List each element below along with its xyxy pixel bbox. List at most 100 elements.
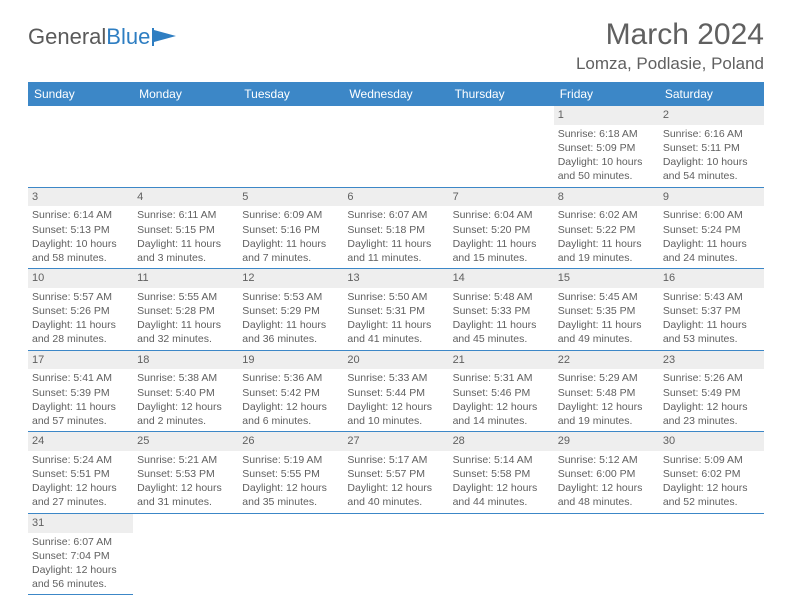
sunset-line: Sunset: 5:16 PM: [242, 223, 339, 237]
calendar-cell: 2Sunrise: 6:16 AMSunset: 5:11 PMDaylight…: [659, 106, 764, 187]
logo-word1: General: [28, 24, 106, 49]
calendar-cell: 9Sunrise: 6:00 AMSunset: 5:24 PMDaylight…: [659, 187, 764, 269]
calendar-cell-blank: [449, 513, 554, 595]
logo-word2: Blue: [106, 24, 150, 49]
calendar-cell-blank: [238, 513, 343, 595]
day-number: 5: [238, 188, 343, 207]
calendar-cell: 24Sunrise: 5:24 AMSunset: 5:51 PMDayligh…: [28, 432, 133, 514]
weekday-header: Monday: [133, 82, 238, 106]
sunset-line: Sunset: 5:42 PM: [242, 386, 339, 400]
sunset-line: Sunset: 5:40 PM: [137, 386, 234, 400]
sunrise-line: Sunrise: 6:02 AM: [558, 208, 655, 222]
daylight-line: Daylight: 11 hours and 57 minutes.: [32, 400, 129, 428]
calendar-cell: 13Sunrise: 5:50 AMSunset: 5:31 PMDayligh…: [343, 269, 448, 351]
calendar-cell: 29Sunrise: 5:12 AMSunset: 6:00 PMDayligh…: [554, 432, 659, 514]
day-number: 10: [28, 269, 133, 288]
sunrise-line: Sunrise: 5:43 AM: [663, 290, 760, 304]
sunrise-line: Sunrise: 5:38 AM: [137, 371, 234, 385]
calendar-cell: 18Sunrise: 5:38 AMSunset: 5:40 PMDayligh…: [133, 350, 238, 432]
sunrise-line: Sunrise: 6:14 AM: [32, 208, 129, 222]
calendar-cell-empty: [133, 106, 238, 187]
daylight-line: Daylight: 10 hours and 54 minutes.: [663, 155, 760, 183]
calendar-cell: 22Sunrise: 5:29 AMSunset: 5:48 PMDayligh…: [554, 350, 659, 432]
weekday-header: Wednesday: [343, 82, 448, 106]
calendar-row: 10Sunrise: 5:57 AMSunset: 5:26 PMDayligh…: [28, 269, 764, 351]
month-title: March 2024: [576, 18, 764, 52]
sunrise-line: Sunrise: 6:16 AM: [663, 127, 760, 141]
daylight-line: Daylight: 12 hours and 2 minutes.: [137, 400, 234, 428]
daylight-line: Daylight: 12 hours and 35 minutes.: [242, 481, 339, 509]
calendar-cell: 28Sunrise: 5:14 AMSunset: 5:58 PMDayligh…: [449, 432, 554, 514]
day-number: 24: [28, 432, 133, 451]
calendar-cell: 10Sunrise: 5:57 AMSunset: 5:26 PMDayligh…: [28, 269, 133, 351]
calendar-cell-empty: [28, 106, 133, 187]
day-number: 11: [133, 269, 238, 288]
sunset-line: Sunset: 5:57 PM: [347, 467, 444, 481]
day-number: 13: [343, 269, 448, 288]
calendar-cell: 21Sunrise: 5:31 AMSunset: 5:46 PMDayligh…: [449, 350, 554, 432]
location: Lomza, Podlasie, Poland: [576, 54, 764, 74]
day-number: 14: [449, 269, 554, 288]
sunrise-line: Sunrise: 5:24 AM: [32, 453, 129, 467]
logo: GeneralBlue: [28, 18, 178, 50]
calendar-row: 3Sunrise: 6:14 AMSunset: 5:13 PMDaylight…: [28, 187, 764, 269]
sunset-line: Sunset: 5:15 PM: [137, 223, 234, 237]
sunrise-line: Sunrise: 5:36 AM: [242, 371, 339, 385]
calendar-cell: 31Sunrise: 6:07 AMSunset: 7:04 PMDayligh…: [28, 513, 133, 595]
daylight-line: Daylight: 11 hours and 19 minutes.: [558, 237, 655, 265]
sunrise-line: Sunrise: 6:04 AM: [453, 208, 550, 222]
sunrise-line: Sunrise: 6:07 AM: [347, 208, 444, 222]
day-number: 18: [133, 351, 238, 370]
day-number: 1: [554, 106, 659, 125]
daylight-line: Daylight: 10 hours and 50 minutes.: [558, 155, 655, 183]
day-number: 27: [343, 432, 448, 451]
calendar-cell: 7Sunrise: 6:04 AMSunset: 5:20 PMDaylight…: [449, 187, 554, 269]
calendar-cell: 5Sunrise: 6:09 AMSunset: 5:16 PMDaylight…: [238, 187, 343, 269]
weekday-header: Friday: [554, 82, 659, 106]
calendar-cell: 17Sunrise: 5:41 AMSunset: 5:39 PMDayligh…: [28, 350, 133, 432]
sunrise-line: Sunrise: 5:26 AM: [663, 371, 760, 385]
sunrise-line: Sunrise: 6:07 AM: [32, 535, 129, 549]
title-block: March 2024 Lomza, Podlasie, Poland: [576, 18, 764, 74]
calendar-cell-blank: [659, 513, 764, 595]
calendar-cell: 8Sunrise: 6:02 AMSunset: 5:22 PMDaylight…: [554, 187, 659, 269]
sunset-line: Sunset: 6:00 PM: [558, 467, 655, 481]
calendar-cell-empty: [238, 106, 343, 187]
day-number: 20: [343, 351, 448, 370]
calendar-cell-blank: [554, 513, 659, 595]
sunset-line: Sunset: 5:44 PM: [347, 386, 444, 400]
calendar-cell: 27Sunrise: 5:17 AMSunset: 5:57 PMDayligh…: [343, 432, 448, 514]
sunrise-line: Sunrise: 5:12 AM: [558, 453, 655, 467]
daylight-line: Daylight: 11 hours and 7 minutes.: [242, 237, 339, 265]
daylight-line: Daylight: 12 hours and 40 minutes.: [347, 481, 444, 509]
day-number: 8: [554, 188, 659, 207]
day-number: 28: [449, 432, 554, 451]
daylight-line: Daylight: 12 hours and 48 minutes.: [558, 481, 655, 509]
sunrise-line: Sunrise: 5:14 AM: [453, 453, 550, 467]
sunset-line: Sunset: 5:46 PM: [453, 386, 550, 400]
sunset-line: Sunset: 5:28 PM: [137, 304, 234, 318]
day-number: 7: [449, 188, 554, 207]
sunset-line: Sunset: 5:49 PM: [663, 386, 760, 400]
daylight-line: Daylight: 12 hours and 52 minutes.: [663, 481, 760, 509]
sunset-line: Sunset: 5:18 PM: [347, 223, 444, 237]
sunset-line: Sunset: 5:39 PM: [32, 386, 129, 400]
sunrise-line: Sunrise: 5:29 AM: [558, 371, 655, 385]
daylight-line: Daylight: 12 hours and 44 minutes.: [453, 481, 550, 509]
daylight-line: Daylight: 10 hours and 58 minutes.: [32, 237, 129, 265]
day-number: 21: [449, 351, 554, 370]
calendar-cell: 26Sunrise: 5:19 AMSunset: 5:55 PMDayligh…: [238, 432, 343, 514]
sunrise-line: Sunrise: 5:41 AM: [32, 371, 129, 385]
sunset-line: Sunset: 5:33 PM: [453, 304, 550, 318]
daylight-line: Daylight: 12 hours and 14 minutes.: [453, 400, 550, 428]
day-number: 3: [28, 188, 133, 207]
sunrise-line: Sunrise: 6:18 AM: [558, 127, 655, 141]
sunrise-line: Sunrise: 6:00 AM: [663, 208, 760, 222]
sunset-line: Sunset: 7:04 PM: [32, 549, 129, 563]
sunset-line: Sunset: 5:31 PM: [347, 304, 444, 318]
daylight-line: Daylight: 11 hours and 49 minutes.: [558, 318, 655, 346]
sunrise-line: Sunrise: 5:33 AM: [347, 371, 444, 385]
sunset-line: Sunset: 6:02 PM: [663, 467, 760, 481]
daylight-line: Daylight: 12 hours and 27 minutes.: [32, 481, 129, 509]
day-number: 19: [238, 351, 343, 370]
